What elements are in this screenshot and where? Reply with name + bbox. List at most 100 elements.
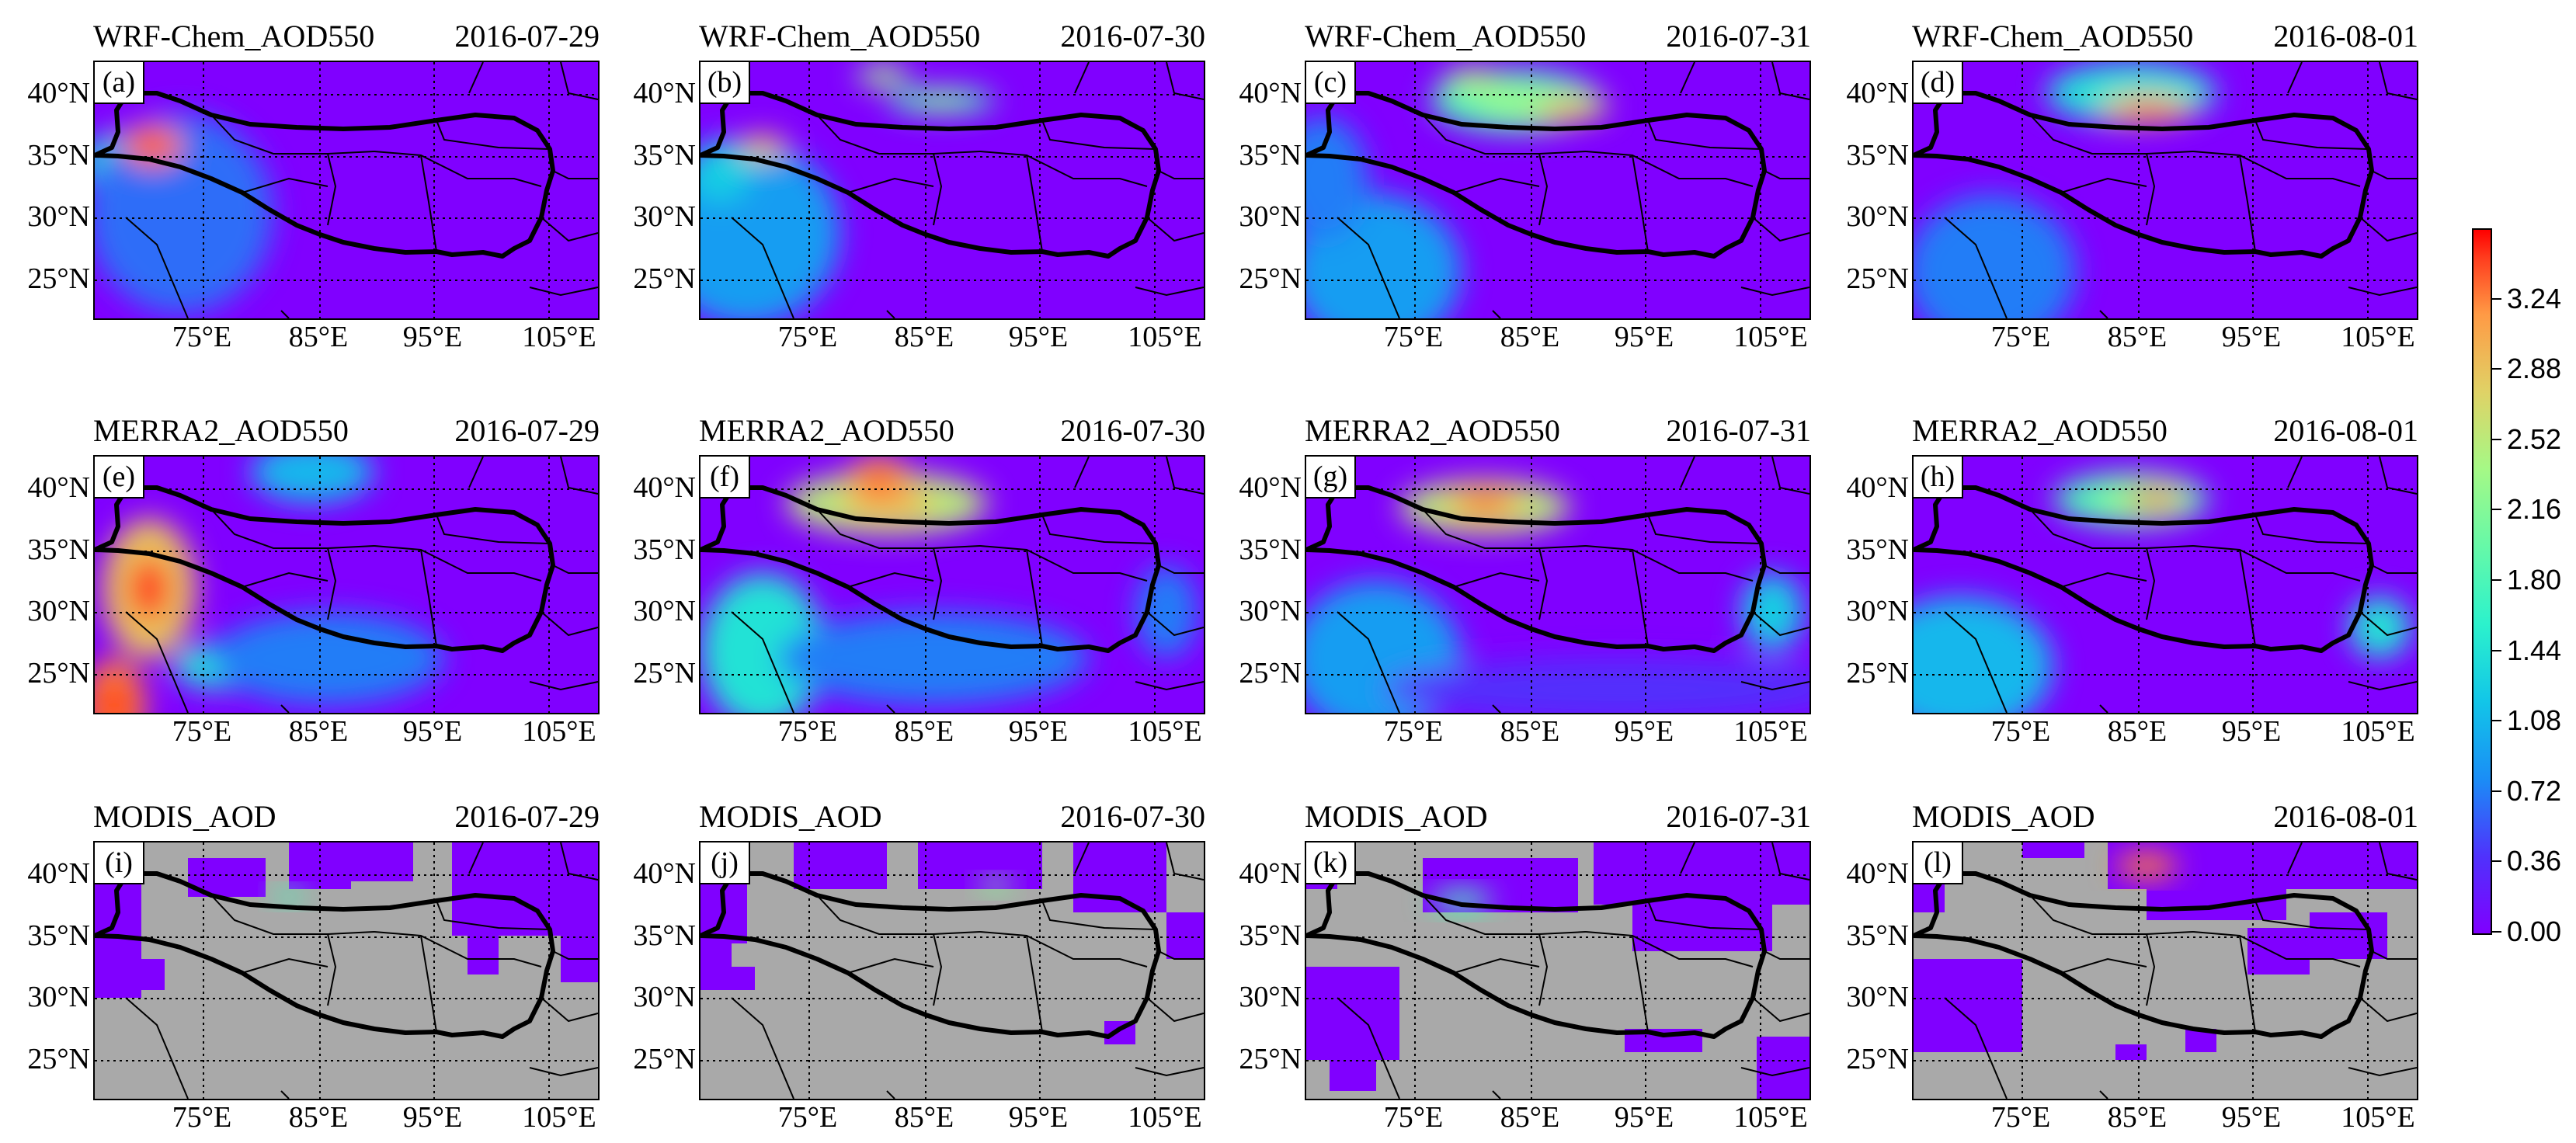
map-canvas [95, 842, 598, 1099]
boundary-line [1632, 549, 1649, 647]
valid-data-patch [1330, 1060, 1376, 1091]
map-canvas [1914, 457, 2417, 713]
boundary-line [1166, 842, 1204, 881]
boundary-line [2192, 151, 2361, 187]
boundary-line [2029, 509, 2194, 549]
boundary-line [280, 310, 290, 318]
longitude-label: 85°E [894, 1101, 954, 1134]
boundary-line [1632, 935, 1649, 1033]
boundary-line [2254, 120, 2369, 150]
boundary-line [1771, 457, 1809, 495]
longitude-label: 85°E [2107, 321, 2168, 353]
longitude-label: 95°E [2221, 321, 2282, 353]
panel-date: 2016-07-31 [1666, 413, 1811, 448]
aod-map [1305, 841, 1811, 1100]
boundary-line [1074, 842, 1090, 874]
plateau-outline [1914, 871, 2374, 1039]
longitude-label: 85°E [1500, 321, 1560, 353]
boundary-line [1166, 62, 1204, 100]
latitude-label: 35°N [633, 919, 696, 952]
boundary-line [1740, 1067, 1809, 1077]
longitude-label: 105°E [1128, 321, 1202, 353]
longitude-label: 85°E [1500, 715, 1560, 748]
aod-map [1912, 455, 2418, 714]
panel-date: 2016-07-29 [454, 413, 600, 448]
latitude-label: 40°N [633, 471, 696, 504]
boundary-line [1680, 457, 1695, 488]
boundary-line [541, 217, 598, 242]
boundary-line [420, 549, 437, 647]
boundary-line [1492, 310, 1501, 318]
longitude-label: 75°E [172, 321, 232, 353]
product-name: MODIS_AOD [1305, 799, 1488, 834]
boundary-line [468, 62, 484, 94]
boundary-line [1074, 457, 1090, 488]
colorbar-tick [2491, 860, 2501, 863]
aod-map [1305, 455, 1811, 714]
boundary-line [1135, 681, 1204, 691]
longitude-label: 105°E [1733, 715, 1808, 748]
boundary-line [816, 509, 981, 549]
boundary-line [1337, 611, 1400, 713]
boundary-line [1740, 681, 1809, 691]
latitude-label: 25°N [27, 657, 90, 690]
panel-date: 2016-08-01 [2273, 413, 2418, 448]
plateau-outline [700, 91, 1161, 259]
boundary-line [210, 509, 375, 549]
valid-data-patch [794, 842, 887, 889]
boundary-line [560, 842, 598, 881]
plateau-outline [1306, 91, 1767, 259]
boundary-line [979, 931, 1148, 968]
boundary-line [1632, 155, 1649, 252]
longitude-label: 85°E [2107, 715, 2168, 748]
boundary-line [847, 957, 934, 974]
boundary-line [2146, 547, 2156, 620]
boundary-line [2254, 514, 2369, 544]
plateau-outline [1914, 485, 2374, 653]
latitude-label: 40°N [1846, 857, 1909, 890]
colorbar-tick-label: 2.88 [2507, 353, 2562, 385]
boundary-line [560, 457, 598, 495]
boundary-line [1422, 114, 1587, 155]
aod-map [93, 61, 600, 320]
boundary-line [1337, 997, 1400, 1099]
latitude-label: 30°N [1239, 200, 1302, 233]
aod-map [93, 455, 600, 714]
boundary-line [1026, 549, 1043, 647]
boundary-line [1585, 545, 1754, 582]
boundary-line [2348, 681, 2417, 691]
panel-letter: (g) [1305, 455, 1356, 499]
boundary-line [420, 155, 437, 252]
latitude-label: 30°N [633, 981, 696, 1013]
latitude-label: 25°N [27, 262, 90, 295]
boundary-line [552, 565, 598, 574]
boundary-line [242, 572, 329, 588]
panel-date: 2016-07-30 [1060, 413, 1205, 448]
longitude-label: 95°E [1614, 1101, 1674, 1134]
aod-plume-core [865, 469, 893, 491]
longitude-label: 75°E [1383, 321, 1444, 353]
plateau-outline [95, 485, 555, 653]
boundary-line [2371, 950, 2417, 960]
colorbar [2472, 228, 2492, 935]
boundary-line [2029, 895, 2194, 935]
panel-date: 2016-07-30 [1060, 799, 1205, 834]
boundary-line [327, 933, 337, 1006]
longitude-label: 105°E [2341, 1101, 2415, 1134]
valid-data-patch [2310, 912, 2387, 959]
map-canvas [700, 457, 1204, 713]
panel-letter: (i) [93, 841, 144, 884]
colorbar-tick [2491, 790, 2501, 792]
aod-map [93, 841, 600, 1100]
map-canvas [1306, 842, 1809, 1099]
boundary-line [2348, 287, 2417, 297]
map-canvas [1306, 62, 1809, 318]
boundary-line [1158, 170, 1204, 179]
boundary-line [541, 611, 598, 637]
longitude-label: 105°E [522, 321, 596, 353]
boundary-line [1680, 62, 1695, 94]
latitude-label: 40°N [633, 857, 696, 890]
boundary-line [847, 177, 934, 193]
longitude-label: 75°E [1990, 1101, 2051, 1134]
latitude-label: 40°N [1846, 77, 1909, 109]
